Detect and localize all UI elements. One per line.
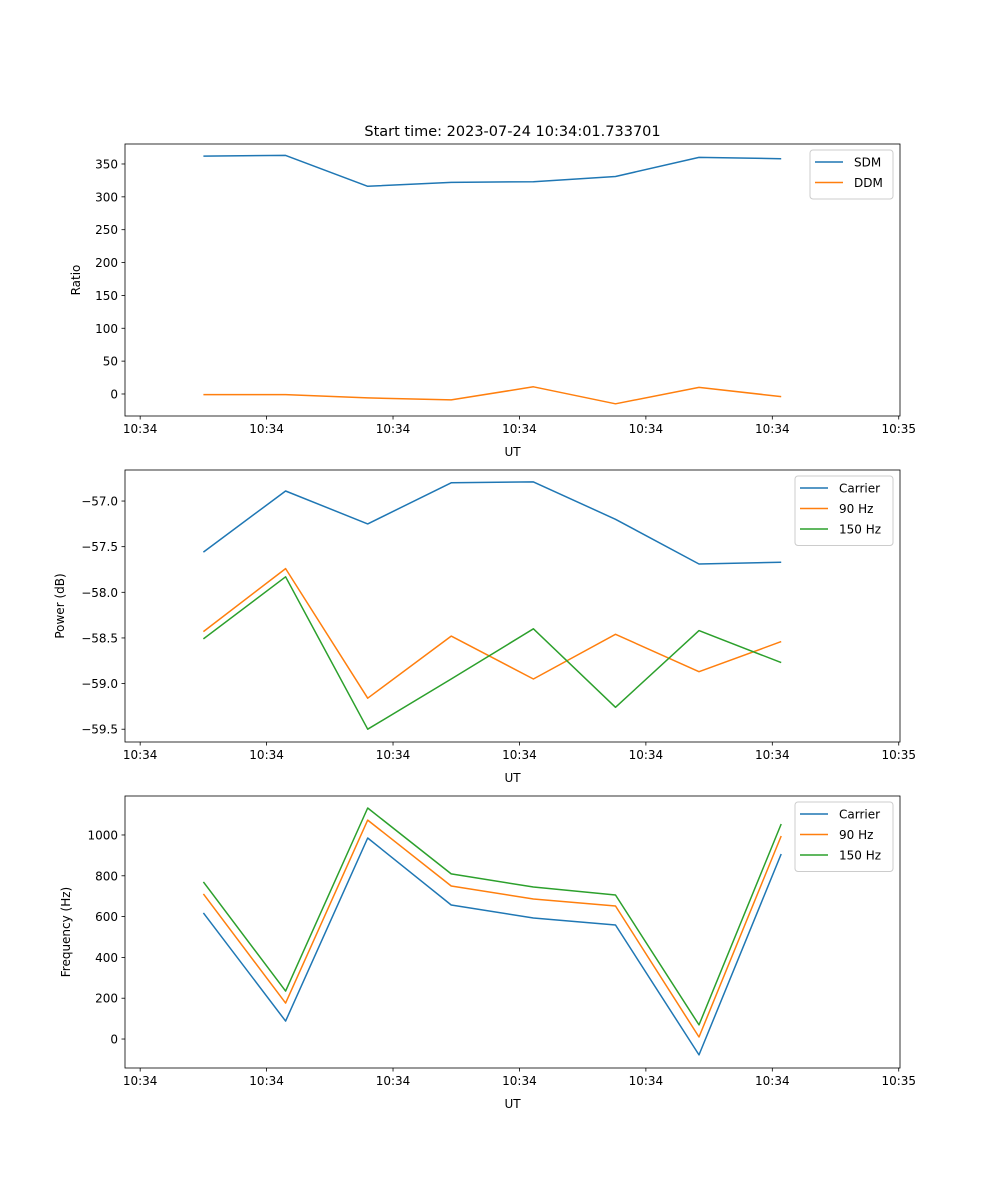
x-tick-label: 10:34 bbox=[123, 1074, 158, 1088]
x-tick-label: 10:34 bbox=[502, 422, 537, 436]
y-tick-label: −59.5 bbox=[81, 723, 118, 737]
legend: SDM DDM bbox=[809, 149, 894, 200]
y-tick-label: 200 bbox=[95, 256, 118, 270]
legend-label: 150 Hz bbox=[839, 523, 881, 537]
legend-label: 90 Hz bbox=[839, 828, 873, 842]
x-axis-label: UT bbox=[504, 1097, 521, 1111]
y-tick-label: 0 bbox=[110, 387, 118, 401]
y-tick-label: 400 bbox=[95, 951, 118, 965]
y-tick-label: −59.0 bbox=[81, 677, 118, 691]
subplot-2: 10:34 10:34 10:34 10:34 10:34 10:34 10:35 −59.5… bbox=[53, 469, 916, 785]
y-tick-label: 800 bbox=[95, 869, 118, 883]
subplot-3: 10:34 10:34 10:34 10:34 10:34 10:34 10:35 0 200 4… bbox=[59, 795, 916, 1111]
series-line-carrier bbox=[202, 837, 782, 1056]
y-tick-label: 150 bbox=[95, 289, 118, 303]
y-tick-label: 300 bbox=[95, 190, 118, 204]
y-tick-label: 350 bbox=[95, 157, 118, 171]
x-tick-label: 10:34 bbox=[376, 1074, 411, 1088]
legend-label: 150 Hz bbox=[839, 849, 881, 863]
legend: Carrier 90 Hz 150 Hz bbox=[794, 475, 894, 546]
x-tick-label: 10:34 bbox=[629, 748, 664, 762]
x-tick-label: 10:34 bbox=[123, 422, 158, 436]
series-line-90-hz bbox=[202, 819, 782, 1038]
legend-label: SDM bbox=[854, 156, 881, 170]
x-tick-label: 10:34 bbox=[755, 1074, 790, 1088]
x-tick-label: 10:34 bbox=[249, 1074, 284, 1088]
x-tick-label: 10:34 bbox=[629, 1074, 664, 1088]
y-tick-label: 0 bbox=[110, 1033, 118, 1047]
y-tick-label: 250 bbox=[95, 223, 118, 237]
legend-label: DDM bbox=[854, 176, 883, 190]
series-line-90-hz bbox=[202, 567, 782, 699]
x-tick-label: 10:34 bbox=[755, 422, 790, 436]
axes-frame bbox=[124, 795, 901, 1069]
y-tick-label: 50 bbox=[103, 355, 118, 369]
legend: Carrier 90 Hz 150 Hz bbox=[794, 801, 894, 872]
y-axis-label: Frequency (Hz) bbox=[59, 887, 73, 978]
series-line-ddm bbox=[203, 386, 782, 405]
x-tick-label: 10:34 bbox=[376, 422, 411, 436]
legend-box bbox=[794, 801, 894, 872]
x-tick-label: 10:34 bbox=[123, 748, 158, 762]
x-axis-label: UT bbox=[504, 445, 521, 459]
y-axis-label: Ratio bbox=[69, 265, 83, 296]
series-line-carrier bbox=[202, 481, 782, 565]
x-tick-label: 10:34 bbox=[502, 1074, 537, 1088]
chart-title: Start time: 2023-07-24 10:34:01.733701 bbox=[364, 124, 660, 140]
x-tick-label: 10:34 bbox=[629, 422, 664, 436]
y-tick-label: 100 bbox=[95, 322, 118, 336]
series-line-150-hz bbox=[202, 576, 782, 730]
x-tick-label: 10:34 bbox=[249, 748, 284, 762]
axes-frame bbox=[124, 469, 901, 743]
y-tick-label: 200 bbox=[95, 992, 118, 1006]
axes-frame bbox=[124, 143, 901, 417]
y-tick-label: −57.0 bbox=[81, 495, 118, 509]
x-tick-label: 10:34 bbox=[755, 748, 790, 762]
legend-label: Carrier bbox=[839, 482, 880, 496]
legend-label: Carrier bbox=[839, 808, 880, 822]
x-axis-label: UT bbox=[504, 771, 521, 785]
x-tick-label: 10:34 bbox=[376, 748, 411, 762]
legend-box bbox=[794, 475, 894, 546]
x-tick-label: 10:35 bbox=[881, 1074, 916, 1088]
x-tick-label: 10:35 bbox=[881, 422, 916, 436]
x-tick-label: 10:34 bbox=[502, 748, 537, 762]
y-tick-label: 600 bbox=[95, 910, 118, 924]
x-tick-label: 10:35 bbox=[881, 748, 916, 762]
y-axis-label: Power (dB) bbox=[53, 573, 67, 638]
series-line-150-hz bbox=[202, 807, 782, 1026]
y-tick-label: −57.5 bbox=[81, 540, 118, 554]
y-tick-label: −58.0 bbox=[81, 586, 118, 600]
y-tick-label: 1000 bbox=[87, 828, 118, 842]
y-tick-label: −58.5 bbox=[81, 631, 118, 645]
series-line-sdm bbox=[203, 154, 782, 188]
x-tick-label: 10:34 bbox=[249, 422, 284, 436]
legend-label: 90 Hz bbox=[839, 502, 873, 516]
subplot-1: 10:34 10:34 10:34 10:34 10:34 10:34 10:35 0 50 10… bbox=[69, 124, 916, 459]
